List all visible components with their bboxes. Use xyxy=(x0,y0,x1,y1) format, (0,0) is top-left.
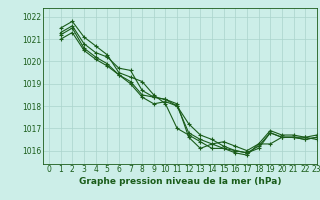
X-axis label: Graphe pression niveau de la mer (hPa): Graphe pression niveau de la mer (hPa) xyxy=(79,177,281,186)
